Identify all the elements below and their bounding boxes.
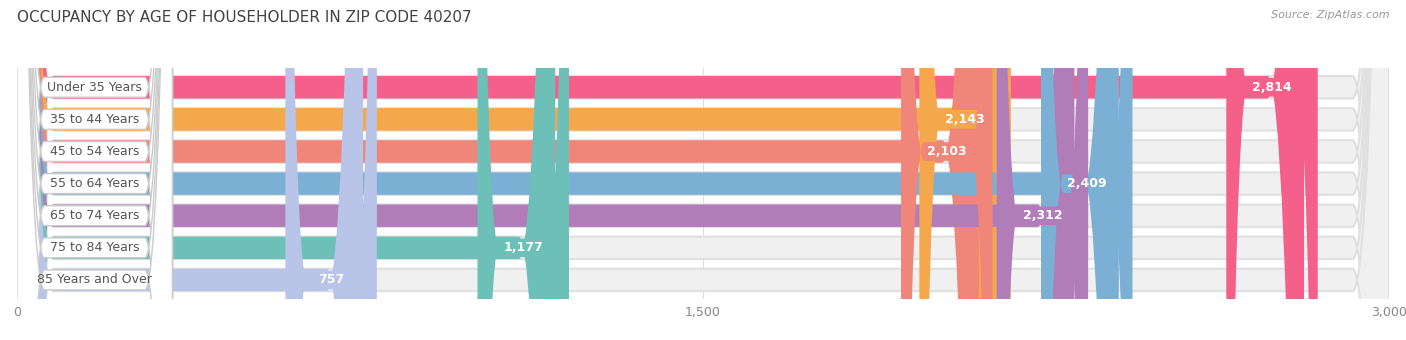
FancyBboxPatch shape — [17, 0, 1389, 340]
Text: OCCUPANCY BY AGE OF HOUSEHOLDER IN ZIP CODE 40207: OCCUPANCY BY AGE OF HOUSEHOLDER IN ZIP C… — [17, 10, 471, 25]
Text: 2,312: 2,312 — [1022, 209, 1062, 222]
FancyBboxPatch shape — [17, 0, 173, 340]
FancyBboxPatch shape — [478, 0, 569, 340]
Text: 757: 757 — [318, 273, 344, 286]
FancyBboxPatch shape — [17, 0, 173, 340]
FancyBboxPatch shape — [17, 0, 173, 340]
Text: Source: ZipAtlas.com: Source: ZipAtlas.com — [1271, 10, 1389, 20]
FancyBboxPatch shape — [997, 0, 1088, 340]
Text: 85 Years and Over: 85 Years and Over — [37, 273, 152, 286]
FancyBboxPatch shape — [17, 0, 1389, 340]
FancyBboxPatch shape — [17, 0, 997, 340]
Text: 2,409: 2,409 — [1067, 177, 1107, 190]
FancyBboxPatch shape — [17, 0, 1389, 340]
Text: 2,103: 2,103 — [927, 145, 966, 158]
Text: 1,177: 1,177 — [503, 241, 543, 254]
Text: 35 to 44 Years: 35 to 44 Years — [51, 113, 139, 126]
FancyBboxPatch shape — [17, 0, 1074, 340]
FancyBboxPatch shape — [17, 0, 173, 340]
FancyBboxPatch shape — [17, 0, 555, 340]
Text: 65 to 74 Years: 65 to 74 Years — [51, 209, 139, 222]
FancyBboxPatch shape — [17, 0, 173, 340]
FancyBboxPatch shape — [17, 0, 173, 340]
FancyBboxPatch shape — [1040, 0, 1132, 340]
Text: 75 to 84 Years: 75 to 84 Years — [49, 241, 139, 254]
Text: 2,814: 2,814 — [1253, 81, 1292, 94]
FancyBboxPatch shape — [17, 0, 1119, 340]
FancyBboxPatch shape — [17, 0, 979, 340]
FancyBboxPatch shape — [17, 0, 1303, 340]
FancyBboxPatch shape — [1226, 0, 1317, 340]
FancyBboxPatch shape — [17, 0, 1389, 340]
FancyBboxPatch shape — [901, 0, 993, 340]
FancyBboxPatch shape — [17, 0, 363, 340]
Text: 55 to 64 Years: 55 to 64 Years — [51, 177, 139, 190]
FancyBboxPatch shape — [17, 0, 1389, 340]
Text: 45 to 54 Years: 45 to 54 Years — [51, 145, 139, 158]
FancyBboxPatch shape — [17, 0, 1389, 340]
FancyBboxPatch shape — [17, 0, 1389, 340]
Text: Under 35 Years: Under 35 Years — [48, 81, 142, 94]
FancyBboxPatch shape — [920, 0, 1011, 340]
FancyBboxPatch shape — [285, 0, 377, 340]
Text: 2,143: 2,143 — [945, 113, 986, 126]
FancyBboxPatch shape — [17, 0, 173, 340]
